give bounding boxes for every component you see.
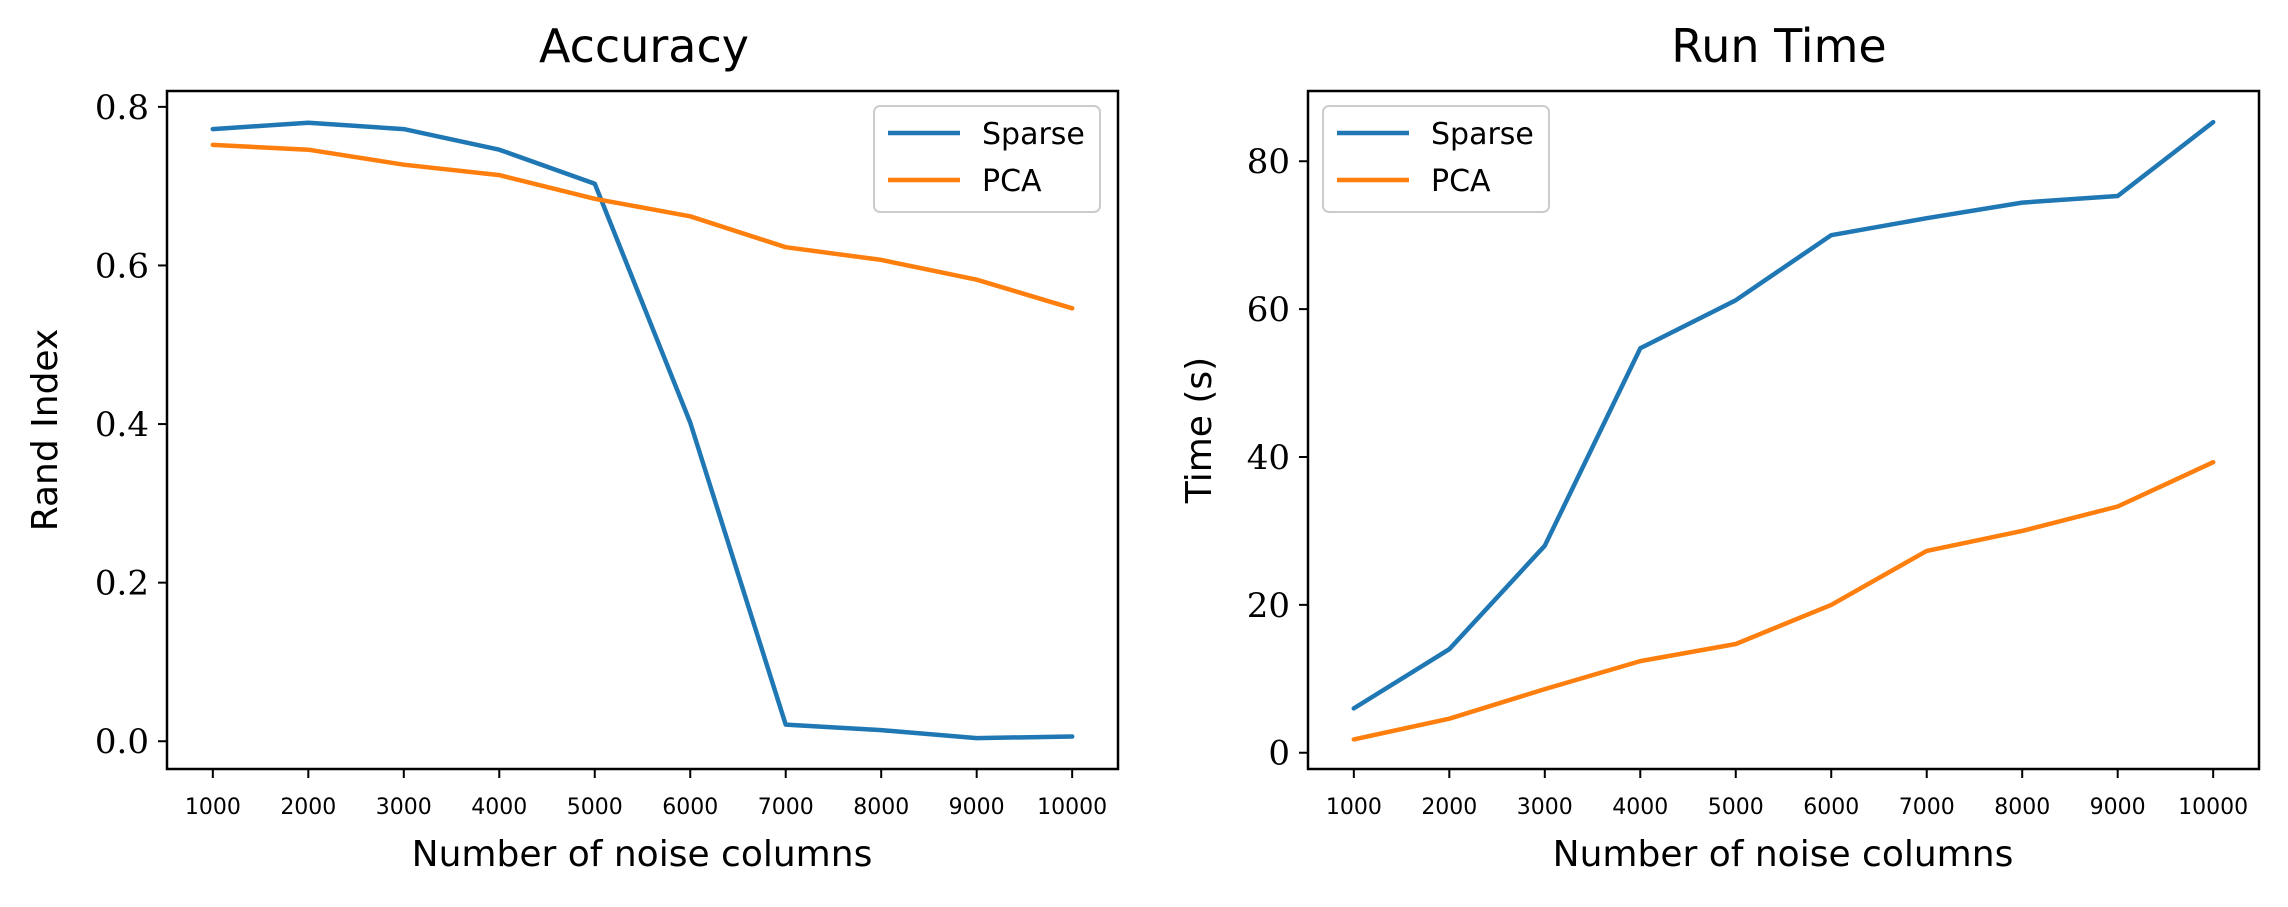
- legend-label-sparse: Sparse: [982, 117, 1085, 152]
- x-tick-label: 7000: [758, 795, 814, 820]
- plot-frame: [1306, 89, 2261, 771]
- x-tick-label: 8000: [1994, 795, 2050, 820]
- y-tick-label: 0: [1268, 734, 1290, 774]
- x-tick-label: 4000: [1612, 795, 1668, 820]
- plot-frame: [165, 89, 1120, 771]
- legend-label-pca: PCA: [1431, 164, 1491, 199]
- x-tick-label: 5000: [567, 795, 623, 820]
- y-axis-label: Rand Index: [25, 329, 66, 532]
- y-tick-label: 60: [1247, 290, 1290, 330]
- x-axis-label: Number of noise columns: [1553, 834, 2014, 875]
- x-tick-label: 7000: [1899, 795, 1955, 820]
- x-tick-label: 1000: [1326, 795, 1382, 820]
- legend-label-pca: PCA: [982, 164, 1042, 199]
- y-tick-label: 0.8: [95, 88, 149, 128]
- series-line-pca: [1351, 459, 2216, 742]
- series-lines: [210, 120, 1075, 741]
- x-tick-label: 3000: [1517, 795, 1573, 820]
- x-tick-label: 9000: [2090, 795, 2146, 820]
- series-line-sparse: [1351, 119, 2216, 711]
- series-line-pca: [210, 142, 1075, 311]
- legend: Sparse PCA: [873, 105, 1101, 213]
- x-tick-label: 2000: [280, 795, 336, 820]
- x-axis-label: Number of noise columns: [412, 834, 873, 875]
- accuracy-panel: Accuracy 1000 2000 3000 4000 5000 6000 7000 800…: [25, 19, 1120, 875]
- x-tick-label: 9000: [949, 795, 1005, 820]
- x-tick-label: 6000: [1803, 795, 1859, 820]
- x-tick-label: 8000: [853, 795, 909, 820]
- y-tick-label: 0.2: [95, 564, 149, 604]
- x-tick-label: 6000: [662, 795, 718, 820]
- x-tick-label: 3000: [376, 795, 432, 820]
- y-axis-label: Time (s): [1179, 357, 1220, 504]
- y-tick-label: 0.6: [95, 246, 149, 286]
- tick-group: 1000 2000 3000 4000 5000 6000 7000 8000 9000 1000…: [1247, 142, 2248, 820]
- x-tick-label: 10000: [1037, 795, 1107, 820]
- series-line-sparse: [210, 120, 1075, 741]
- x-tick-label: 2000: [1421, 795, 1477, 820]
- x-tick-label: 1000: [185, 795, 241, 820]
- y-tick-label: 0.0: [95, 722, 149, 762]
- tick-group: 1000 2000 3000 4000 5000 6000 7000 8000 9000 1000…: [95, 88, 1107, 820]
- y-tick-label: 80: [1247, 142, 1290, 182]
- series-lines: [1351, 119, 2216, 742]
- chart-title: Accuracy: [539, 19, 749, 73]
- x-tick-label: 4000: [471, 795, 527, 820]
- x-tick-label: 10000: [2178, 795, 2248, 820]
- chart-title: Run Time: [1671, 19, 1886, 73]
- legend-label-sparse: Sparse: [1431, 117, 1534, 152]
- x-tick-label: 5000: [1708, 795, 1764, 820]
- y-tick-label: 40: [1247, 438, 1290, 478]
- legend: Sparse PCA: [1322, 105, 1550, 213]
- y-tick-label: 20: [1247, 586, 1290, 626]
- y-tick-label: 0.4: [95, 405, 149, 445]
- run-time-panel: Run Time 1000 2000 3000 4000 5000 6000 7000 800…: [1179, 19, 2261, 875]
